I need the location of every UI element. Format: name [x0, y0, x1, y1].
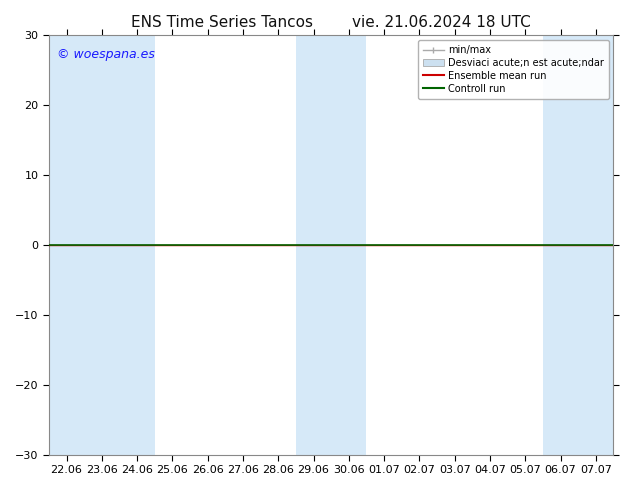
- Bar: [331, 35, 366, 455]
- Bar: [296, 35, 331, 455]
- Bar: [49, 35, 84, 455]
- Bar: [84, 35, 119, 455]
- Title: ENS Time Series Tancos        vie. 21.06.2024 18 UTC: ENS Time Series Tancos vie. 21.06.2024 1…: [131, 15, 531, 30]
- Legend: min/max, Desviaci acute;n est acute;ndar, Ensemble mean run, Controll run: min/max, Desviaci acute;n est acute;ndar…: [418, 40, 609, 98]
- Bar: [578, 35, 614, 455]
- Bar: [119, 35, 155, 455]
- Text: © woespana.es: © woespana.es: [58, 48, 155, 61]
- Bar: [543, 35, 578, 455]
